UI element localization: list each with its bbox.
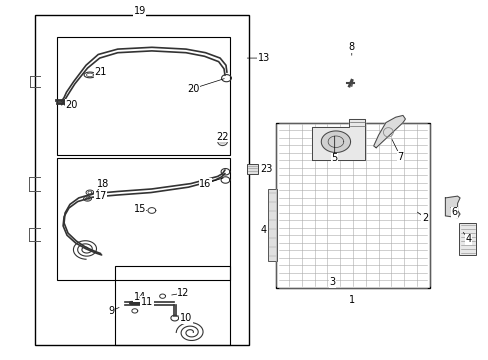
Text: 21: 21 (94, 67, 106, 77)
Bar (57, 37, 229, 155)
Text: 15: 15 (133, 204, 145, 214)
Text: 20: 20 (65, 100, 78, 110)
Text: 23: 23 (260, 164, 272, 174)
Bar (246, 163, 257, 174)
Text: 20: 20 (187, 84, 199, 94)
Text: 1: 1 (348, 295, 354, 305)
Polygon shape (219, 139, 225, 144)
Polygon shape (445, 196, 459, 218)
Text: 16: 16 (199, 179, 211, 189)
Text: 3: 3 (328, 277, 335, 287)
Bar (276, 123, 429, 288)
Text: 13: 13 (257, 53, 269, 63)
Text: 5: 5 (331, 153, 337, 163)
Text: 6: 6 (450, 207, 456, 217)
Text: 2: 2 (421, 213, 427, 222)
Text: 17: 17 (94, 191, 106, 201)
Bar (267, 189, 276, 261)
Bar (57, 158, 229, 280)
Polygon shape (373, 116, 405, 148)
Polygon shape (311, 119, 365, 160)
Text: 18: 18 (97, 179, 109, 189)
Text: 4: 4 (465, 234, 471, 244)
Text: 7: 7 (397, 152, 403, 162)
Bar (35, 15, 249, 345)
Text: 22: 22 (216, 132, 228, 142)
Text: 12: 12 (177, 288, 189, 298)
Bar (115, 266, 229, 345)
Text: 10: 10 (180, 313, 192, 323)
Polygon shape (321, 131, 350, 153)
Text: 9: 9 (109, 306, 115, 316)
Text: 14: 14 (133, 292, 145, 302)
Bar (458, 223, 475, 255)
Text: 8: 8 (348, 42, 354, 52)
Text: 19: 19 (133, 6, 145, 17)
Text: 11: 11 (141, 297, 153, 307)
Text: 4: 4 (261, 225, 266, 235)
